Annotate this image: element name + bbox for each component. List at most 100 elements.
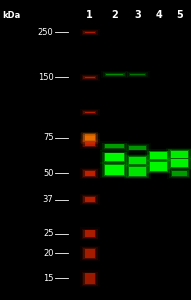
Bar [103, 72, 126, 77]
Text: 75: 75 [43, 133, 53, 142]
Text: 25: 25 [43, 229, 53, 238]
Bar [85, 134, 95, 141]
Bar [80, 270, 100, 287]
Bar [82, 110, 98, 115]
Bar [84, 112, 95, 113]
Bar [104, 152, 125, 162]
Bar [82, 169, 98, 178]
Bar [169, 169, 190, 178]
Bar [83, 248, 96, 259]
Bar [105, 153, 124, 161]
Bar [124, 164, 151, 179]
Bar [145, 159, 172, 174]
Bar [84, 249, 95, 258]
Bar [167, 168, 191, 179]
Bar [80, 246, 100, 261]
Bar [105, 144, 124, 148]
Bar [125, 70, 150, 78]
Bar [129, 167, 146, 176]
Bar [127, 72, 148, 77]
Bar [83, 273, 96, 285]
Bar [83, 196, 96, 203]
Bar [128, 145, 147, 150]
Bar [129, 146, 146, 150]
Bar [84, 32, 95, 33]
Bar [104, 144, 125, 149]
Text: 150: 150 [38, 73, 53, 82]
Bar [80, 168, 100, 179]
Text: 15: 15 [43, 274, 53, 283]
Bar [80, 74, 100, 81]
Bar [126, 155, 149, 166]
Text: 4: 4 [155, 11, 162, 20]
Bar [82, 30, 98, 34]
Bar [84, 273, 95, 284]
Bar [102, 142, 127, 150]
Bar [83, 230, 96, 238]
Bar [145, 149, 172, 163]
Bar [168, 158, 191, 169]
Bar [166, 148, 191, 160]
Bar [82, 140, 98, 148]
Bar [104, 164, 125, 176]
Bar [84, 197, 95, 202]
Bar [80, 227, 100, 240]
Bar [80, 109, 100, 116]
Bar [82, 134, 98, 142]
Bar [105, 73, 125, 76]
Bar [149, 152, 168, 160]
Bar [147, 160, 170, 173]
Bar [80, 28, 100, 36]
Bar [106, 74, 123, 75]
Bar [126, 144, 149, 152]
Text: 5: 5 [176, 11, 183, 20]
Bar [129, 73, 146, 76]
Bar [83, 31, 96, 34]
Text: 2: 2 [111, 11, 118, 20]
Bar [172, 171, 187, 176]
Bar [83, 76, 96, 79]
Bar [128, 156, 147, 165]
Bar [171, 170, 189, 177]
Bar [82, 272, 98, 286]
Bar [128, 166, 147, 177]
Bar [168, 149, 191, 159]
Bar [83, 170, 96, 177]
Bar [83, 111, 96, 114]
Bar [150, 152, 167, 160]
Bar [102, 152, 127, 163]
Bar [129, 157, 146, 164]
Text: 37: 37 [43, 195, 53, 204]
Text: 20: 20 [43, 249, 53, 258]
Bar [83, 135, 96, 141]
Bar [84, 76, 95, 78]
Bar [171, 151, 188, 158]
Bar [82, 75, 98, 80]
Bar [149, 161, 168, 172]
Text: 50: 50 [43, 169, 53, 178]
Bar [124, 154, 151, 167]
Bar [100, 141, 129, 151]
Bar [147, 151, 170, 161]
Bar [82, 247, 98, 260]
Text: 250: 250 [38, 28, 53, 37]
Text: 3: 3 [134, 11, 141, 20]
Text: kDa: kDa [2, 11, 20, 20]
Bar [80, 139, 100, 149]
Bar [170, 150, 189, 158]
Bar [124, 143, 151, 153]
Bar [84, 230, 95, 237]
Bar [84, 136, 95, 140]
Bar [100, 162, 129, 178]
Bar [82, 229, 98, 239]
Bar [84, 142, 95, 146]
Bar [80, 194, 100, 205]
Bar [102, 163, 127, 177]
Text: 1: 1 [86, 11, 93, 20]
Bar [126, 165, 149, 178]
Bar [100, 150, 129, 164]
Bar [80, 133, 100, 143]
Bar [170, 159, 189, 168]
Bar [166, 157, 191, 170]
Bar [130, 74, 145, 75]
